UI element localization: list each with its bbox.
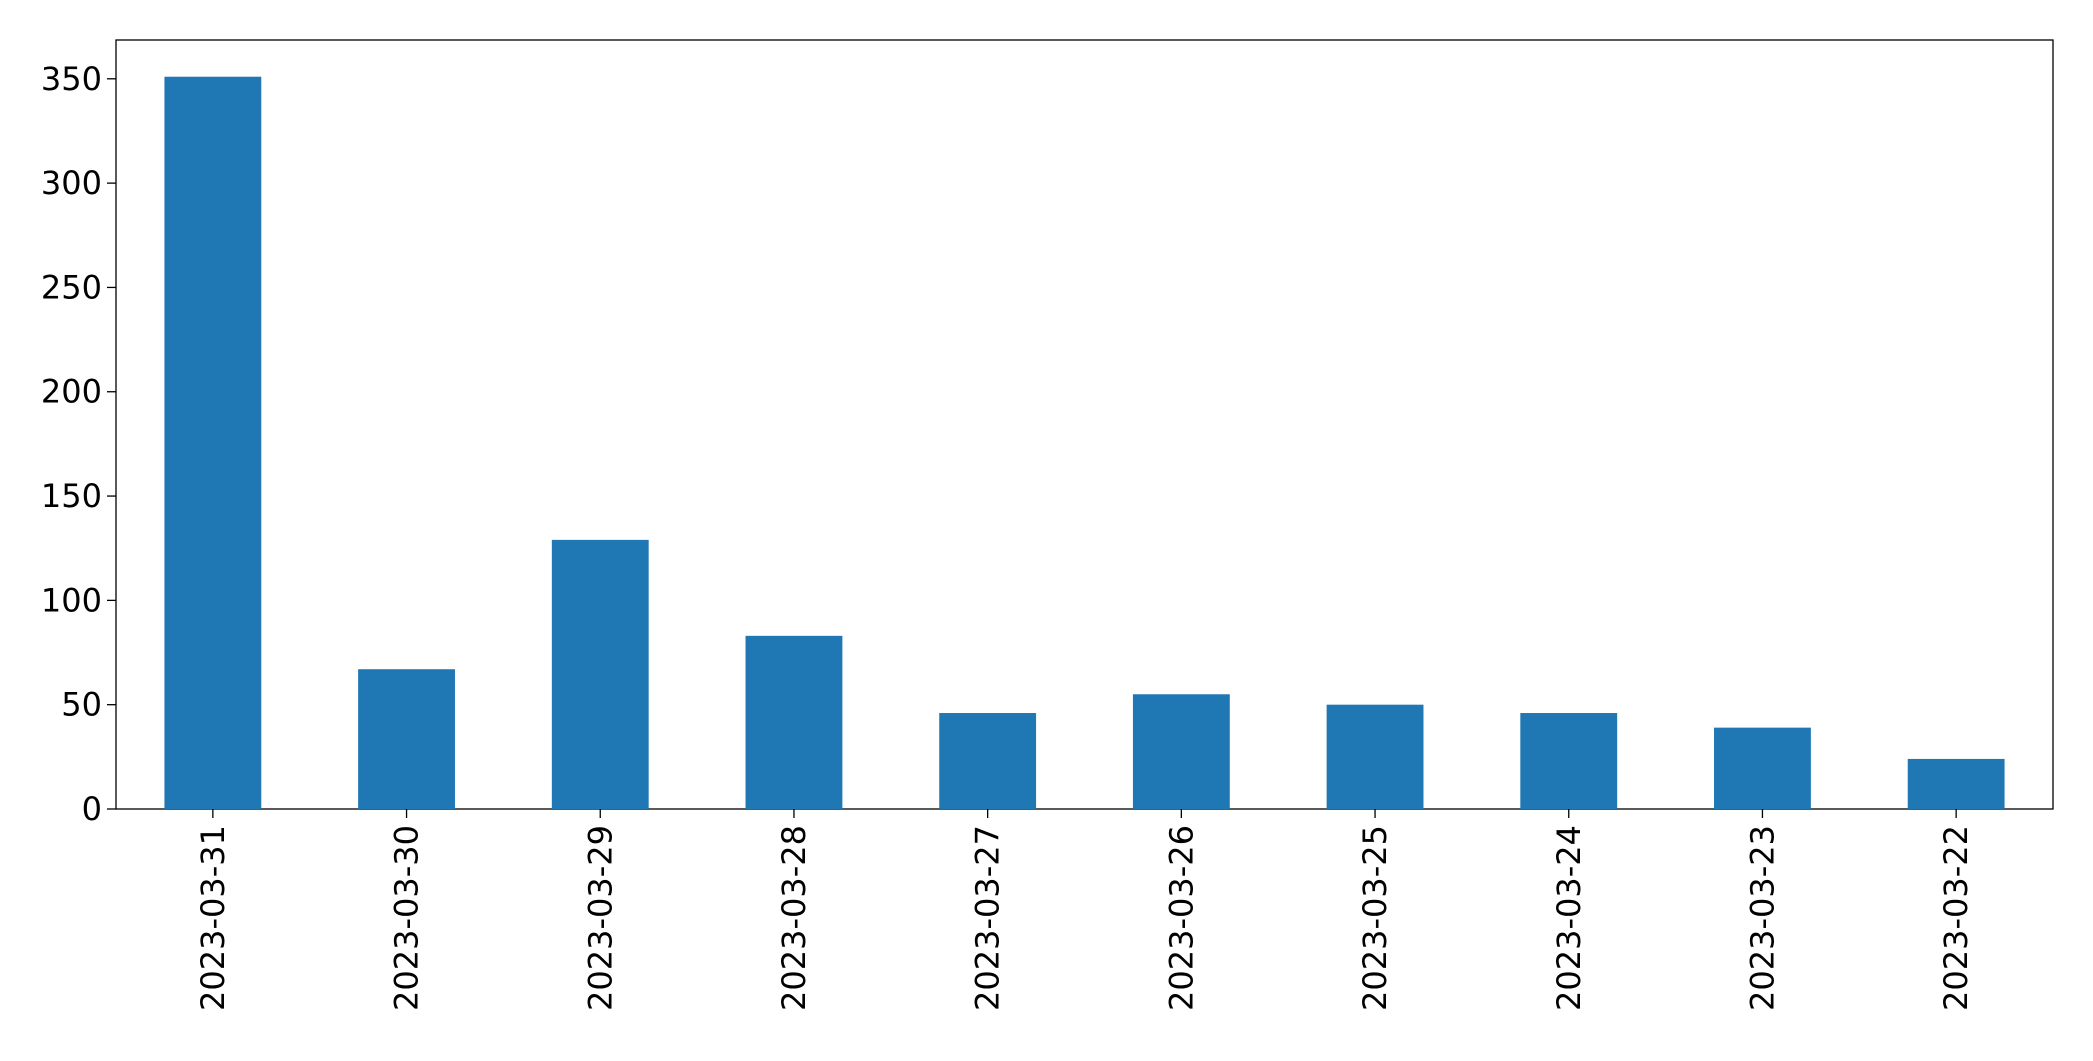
x-tick-label: 2023-03-22 bbox=[1937, 825, 1975, 1011]
bar bbox=[164, 76, 262, 810]
y-tick-label: 50 bbox=[61, 686, 102, 724]
x-tick-label: 2023-03-28 bbox=[775, 825, 813, 1011]
bar bbox=[1907, 758, 2005, 809]
x-tick-label: 2023-03-30 bbox=[388, 825, 426, 1011]
y-tick-label: 150 bbox=[41, 477, 102, 515]
x-tick-label: 2023-03-26 bbox=[1162, 825, 1200, 1011]
x-tick-label: 2023-03-24 bbox=[1550, 825, 1588, 1011]
y-tick-label: 250 bbox=[41, 268, 102, 306]
bar bbox=[358, 669, 455, 809]
y-tick-label: 0 bbox=[82, 790, 102, 828]
bar bbox=[1132, 694, 1230, 809]
bar bbox=[939, 713, 1037, 809]
x-tick-label: 2023-03-27 bbox=[969, 825, 1007, 1011]
x-tick-label: 2023-03-23 bbox=[1743, 825, 1781, 1011]
bar bbox=[745, 635, 843, 809]
x-tick-label: 2023-03-29 bbox=[581, 825, 619, 1011]
y-tick-label: 200 bbox=[41, 373, 102, 411]
x-tick-label: 2023-03-31 bbox=[194, 825, 232, 1011]
bar bbox=[551, 539, 649, 809]
x-tick-label: 2023-03-25 bbox=[1356, 825, 1394, 1011]
y-tick-label: 350 bbox=[41, 60, 102, 98]
bar bbox=[1520, 713, 1618, 809]
plot-frame bbox=[115, 39, 2054, 810]
y-tick-label: 300 bbox=[41, 164, 102, 202]
bar bbox=[1326, 704, 1424, 809]
y-tick-label: 100 bbox=[41, 581, 102, 619]
bar bbox=[1714, 727, 1811, 809]
